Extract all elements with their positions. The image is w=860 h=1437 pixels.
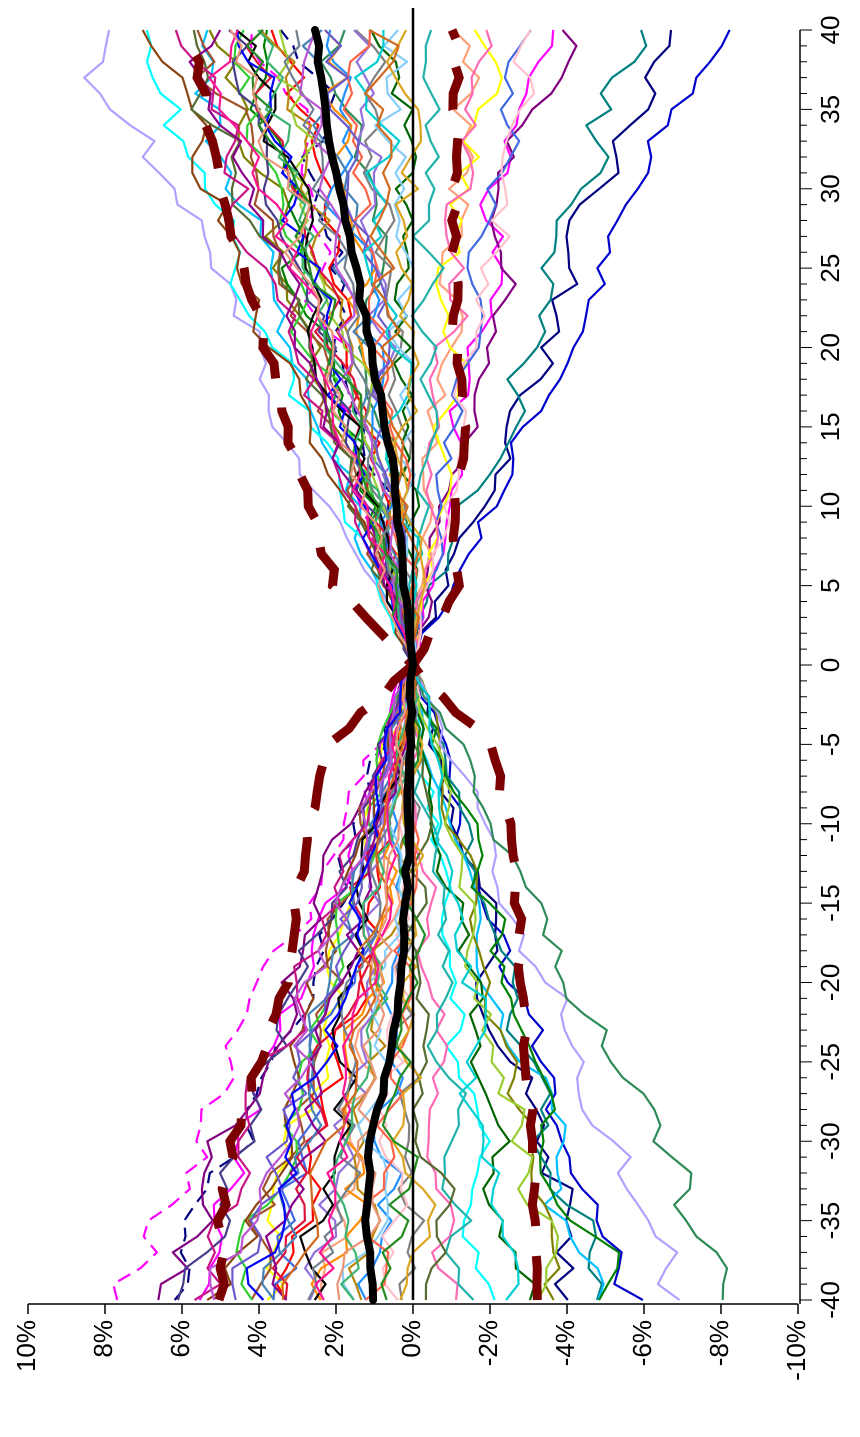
- series-line: [83, 29, 681, 1301]
- value-axis-tick-label: 8%: [88, 1320, 118, 1358]
- series-line: [265, 29, 503, 1301]
- x-axis-tick-label: -10: [815, 805, 845, 843]
- value-axis-tick-label: 10%: [11, 1320, 41, 1372]
- x-axis-tick-label: -40: [815, 1281, 845, 1319]
- x-axis-tick-label: 5: [815, 578, 845, 592]
- x-axis-tick-label: 20: [815, 333, 845, 362]
- value-axis-tick-label: 4%: [242, 1320, 272, 1358]
- value-axis-tick-label: -2%: [473, 1320, 503, 1366]
- x-axis-tick-label: -15: [815, 884, 845, 922]
- x-axis-tick-label: -30: [815, 1122, 845, 1160]
- value-axis-tick-label: -6%: [627, 1320, 657, 1366]
- value-axis-tick-label: 0%: [396, 1320, 426, 1358]
- x-axis-tick-label: 40: [815, 16, 845, 45]
- x-axis-tick-label: 25: [815, 254, 845, 283]
- x-axis-tick-label: -20: [815, 964, 845, 1002]
- x-axis-tick-label: -25: [815, 1043, 845, 1081]
- value-axis-tick-label: 6%: [165, 1320, 195, 1358]
- value-axis-tick-label: -4%: [550, 1320, 580, 1366]
- x-axis-tick-label: 35: [815, 95, 845, 124]
- x-axis-tick-label: 15: [815, 412, 845, 441]
- x-axis-tick-label: -5: [815, 733, 845, 756]
- x-axis-tick-label: -35: [815, 1202, 845, 1240]
- value-axis-tick-label: -8%: [704, 1320, 734, 1366]
- value-axis-tick-label: -10%: [781, 1320, 811, 1381]
- x-axis-tick-label: 0: [815, 658, 845, 672]
- x-axis-tick-label: 10: [815, 492, 845, 521]
- series-line: [310, 29, 415, 1301]
- x-axis-tick-label: 30: [815, 174, 845, 203]
- axes-layer: 10% 8% 6% 4% 2% 0% -2% -4% -6% -8% -10%-40 -35 -30 -2…: [11, 16, 845, 1381]
- value-axis-tick-label: 2%: [319, 1320, 349, 1358]
- series-line: [173, 29, 417, 1301]
- series-line: [157, 29, 578, 1301]
